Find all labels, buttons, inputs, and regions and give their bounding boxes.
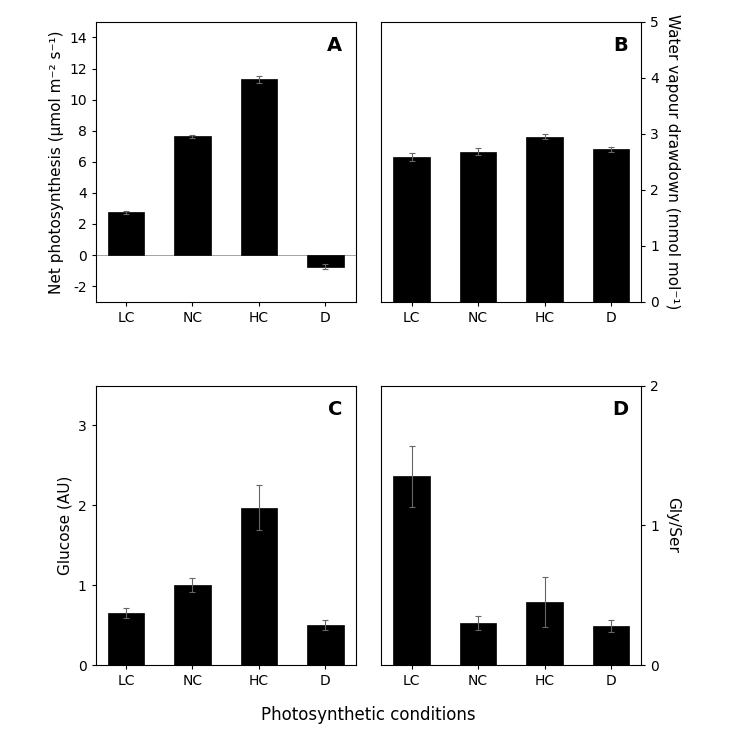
Y-axis label: Glucose (AU): Glucose (AU) [57,476,72,575]
Y-axis label: Water vapour drawdown (mmol mol⁻¹): Water vapour drawdown (mmol mol⁻¹) [665,14,680,309]
Bar [108,212,144,255]
Bar [240,80,277,255]
Bar [174,586,211,665]
Bar [240,508,277,665]
Bar [307,625,343,665]
Y-axis label: Gly/Ser: Gly/Ser [665,497,680,553]
Bar [307,255,343,267]
Text: C: C [328,400,343,419]
Bar [174,136,211,255]
Bar [394,157,430,302]
Bar [108,613,144,665]
Bar [460,152,497,302]
Bar [394,477,430,665]
Text: A: A [327,36,343,55]
Bar [460,624,497,665]
Bar [526,602,563,665]
Text: D: D [612,400,628,419]
Text: B: B [613,36,628,55]
Text: Photosynthetic conditions: Photosynthetic conditions [261,705,476,724]
Bar [593,626,629,665]
Y-axis label: Net photosynthesis (µmol m⁻² s⁻¹): Net photosynthesis (µmol m⁻² s⁻¹) [49,30,63,294]
Bar [526,137,563,302]
Bar [593,149,629,302]
